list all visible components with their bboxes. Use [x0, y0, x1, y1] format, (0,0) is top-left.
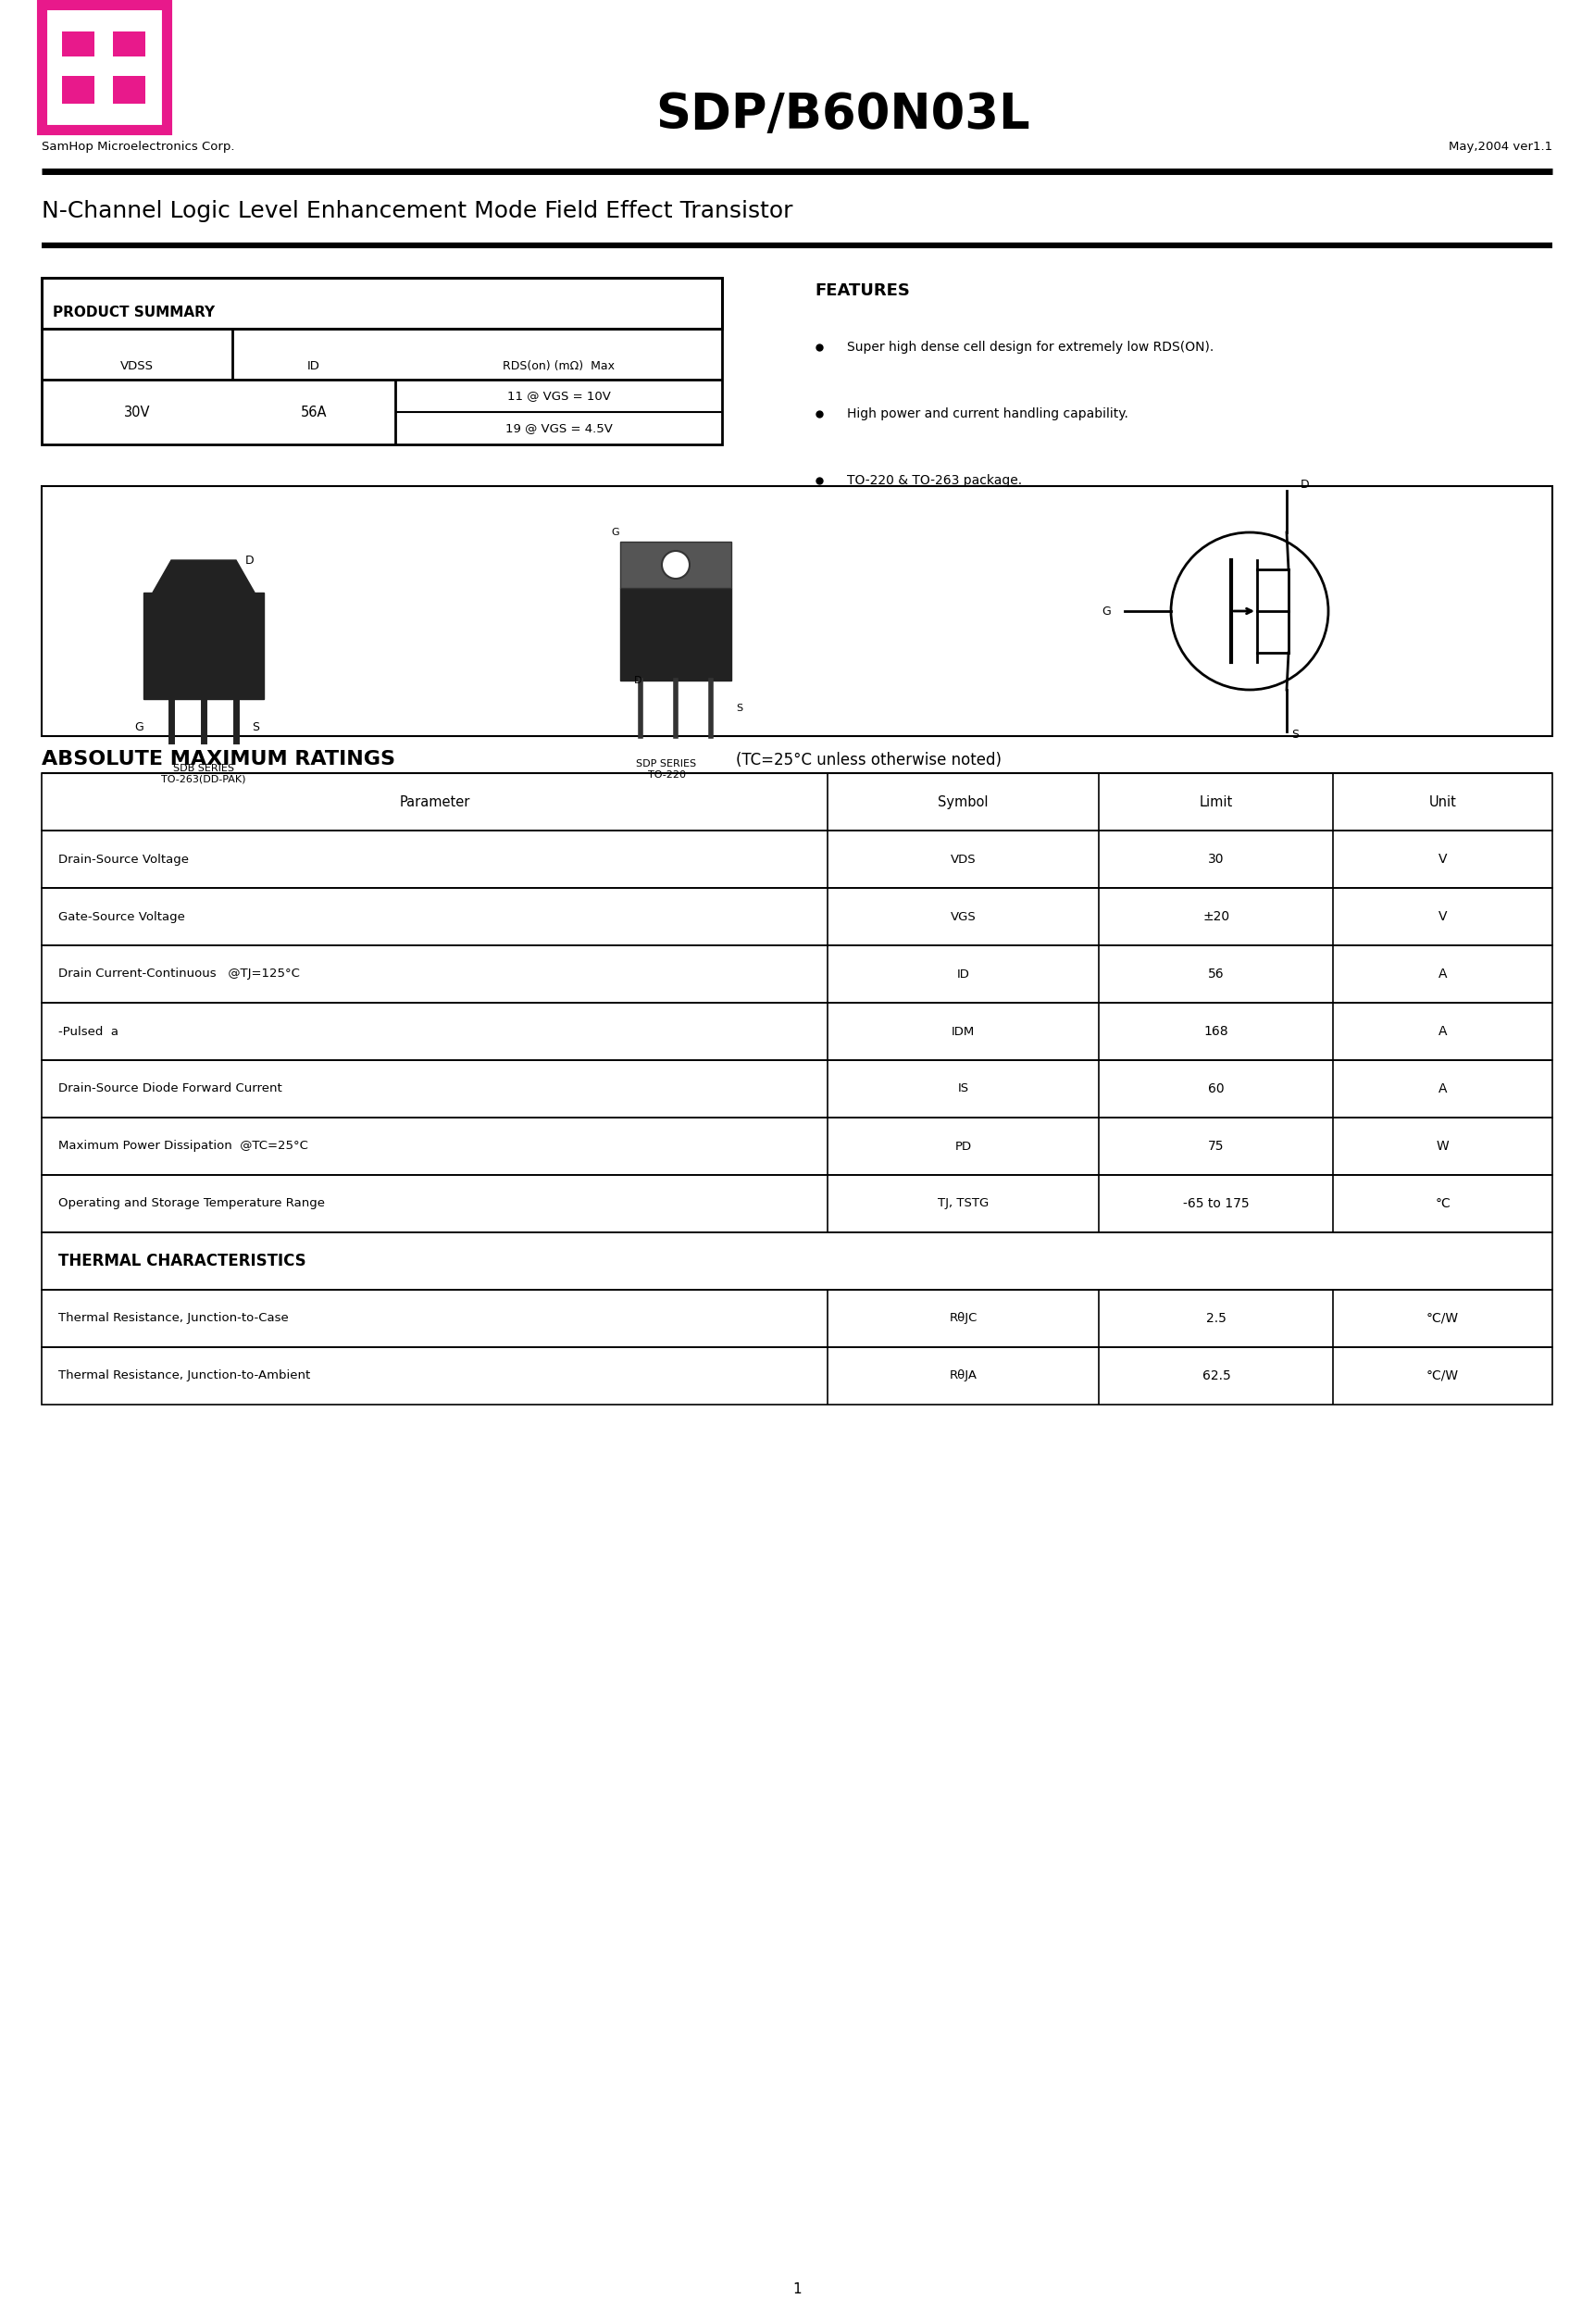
Text: 11 @ VGS = 10V: 11 @ VGS = 10V [507, 390, 611, 402]
Polygon shape [620, 588, 732, 681]
Text: V: V [1438, 911, 1447, 923]
Text: D: D [245, 555, 253, 567]
Bar [41, 1176, 1553, 1232]
Text: Symbol: Symbol [937, 795, 988, 809]
Text: Unit: Unit [1428, 795, 1457, 809]
Bar [62, 56, 145, 74]
Text: TO-220 & TO-263 package.: TO-220 & TO-263 package. [846, 474, 1022, 488]
Text: Gate-Source Voltage: Gate-Source Voltage [59, 911, 185, 923]
Bar [41, 486, 1553, 737]
Bar [41, 830, 1553, 888]
Text: °C/W: °C/W [1427, 1313, 1459, 1325]
Text: °C/W: °C/W [1427, 1369, 1459, 1383]
Text: D: D [1301, 479, 1310, 490]
Text: VDS: VDS [950, 853, 976, 865]
Text: 168: 168 [1203, 1025, 1229, 1039]
Text: Drain-Source Diode Forward Current: Drain-Source Diode Forward Current [59, 1083, 282, 1095]
Text: TJ, TSTG: TJ, TSTG [937, 1197, 988, 1211]
Circle shape [662, 551, 690, 579]
Text: SDP SERIES
TO-220: SDP SERIES TO-220 [636, 760, 697, 779]
Text: 62.5: 62.5 [1202, 1369, 1231, 1383]
Text: ID: ID [956, 969, 969, 981]
Text: VDSS: VDSS [120, 360, 153, 372]
Bar [41, 1290, 1553, 1348]
Text: D: D [634, 676, 642, 686]
Bar [62, 33, 94, 105]
Text: S: S [736, 704, 743, 713]
Text: SamHop Microelectronics Corp.: SamHop Microelectronics Corp. [41, 142, 234, 153]
Text: V: V [1438, 853, 1447, 867]
Text: RθJA: RθJA [950, 1369, 977, 1383]
Bar [41, 279, 722, 444]
Text: (TC=25°C unless otherwise noted): (TC=25°C unless otherwise noted) [736, 753, 1001, 769]
Polygon shape [620, 541, 732, 588]
Text: Maximum Power Dissipation  @TC=25°C: Maximum Power Dissipation @TC=25°C [59, 1141, 308, 1153]
Bar [41, 1060, 1553, 1118]
Polygon shape [153, 560, 255, 593]
Text: THERMAL CHARACTERISTICS: THERMAL CHARACTERISTICS [59, 1253, 306, 1269]
Text: RDS(on) (mΩ)  Max: RDS(on) (mΩ) Max [502, 360, 615, 372]
Text: A: A [1438, 1025, 1447, 1039]
Bar [113, 33, 145, 105]
Bar [41, 1348, 1553, 1404]
Text: 60: 60 [1208, 1083, 1224, 1095]
Text: A: A [1438, 1083, 1447, 1095]
Text: 1: 1 [792, 2282, 802, 2296]
Text: G: G [611, 528, 618, 537]
Bar [41, 946, 1553, 1002]
Text: RθJC: RθJC [948, 1313, 977, 1325]
Text: ABSOLUTE MAXIMUM RATINGS: ABSOLUTE MAXIMUM RATINGS [41, 751, 395, 769]
Text: G: G [1101, 604, 1111, 618]
Text: SDB SERIES
TO-263(DD-PAK): SDB SERIES TO-263(DD-PAK) [161, 765, 245, 783]
Text: May,2004 ver1.1: May,2004 ver1.1 [1449, 142, 1553, 153]
Bar [41, 1232, 1553, 1290]
Bar [41, 888, 1553, 946]
Text: G: G [134, 720, 143, 734]
Polygon shape [143, 593, 265, 700]
Bar [41, 279, 722, 328]
Text: 30V: 30V [124, 404, 150, 418]
Bar [41, 774, 1553, 830]
Text: W: W [1436, 1139, 1449, 1153]
Text: ±20: ±20 [1203, 911, 1229, 923]
Text: 19 @ VGS = 4.5V: 19 @ VGS = 4.5V [505, 423, 612, 435]
Text: Thermal Resistance, Junction-to-Ambient: Thermal Resistance, Junction-to-Ambient [59, 1369, 311, 1383]
Text: Super high dense cell design for extremely low RDS(ON).: Super high dense cell design for extreme… [846, 342, 1213, 353]
Text: PRODUCT SUMMARY: PRODUCT SUMMARY [53, 304, 215, 318]
Text: 56A: 56A [301, 404, 327, 418]
Text: -65 to 175: -65 to 175 [1183, 1197, 1250, 1211]
Text: N-Channel Logic Level Enhancement Mode Field Effect Transistor: N-Channel Logic Level Enhancement Mode F… [41, 200, 792, 223]
Bar [41, 1002, 1553, 1060]
Text: ID: ID [308, 360, 320, 372]
Text: Thermal Resistance, Junction-to-Case: Thermal Resistance, Junction-to-Case [59, 1313, 289, 1325]
Text: A: A [1438, 967, 1447, 981]
Bar [41, 1118, 1553, 1176]
Text: 75: 75 [1208, 1139, 1224, 1153]
Text: °C: °C [1435, 1197, 1451, 1211]
Bar [41, 5, 167, 130]
Text: 30: 30 [1208, 853, 1224, 867]
Text: 56: 56 [1208, 967, 1224, 981]
Text: S: S [1291, 730, 1299, 741]
Text: Parameter: Parameter [398, 795, 470, 809]
Text: Operating and Storage Temperature Range: Operating and Storage Temperature Range [59, 1197, 325, 1211]
Text: Drain Current-Continuous   @TJ=125°C: Drain Current-Continuous @TJ=125°C [59, 969, 300, 981]
Text: Limit: Limit [1199, 795, 1234, 809]
Text: SDP/B60N03L: SDP/B60N03L [657, 91, 1031, 139]
Text: 2.5: 2.5 [1207, 1313, 1226, 1325]
Text: IS: IS [958, 1083, 969, 1095]
Text: VGS: VGS [950, 911, 976, 923]
Text: S: S [252, 720, 260, 734]
Text: IDM: IDM [952, 1025, 976, 1037]
Text: PD: PD [955, 1141, 972, 1153]
Text: High power and current handling capability.: High power and current handling capabili… [846, 407, 1129, 421]
Text: -Pulsed  a: -Pulsed a [59, 1025, 118, 1037]
Text: FEATURES: FEATURES [815, 284, 910, 300]
Text: Drain-Source Voltage: Drain-Source Voltage [59, 853, 188, 865]
